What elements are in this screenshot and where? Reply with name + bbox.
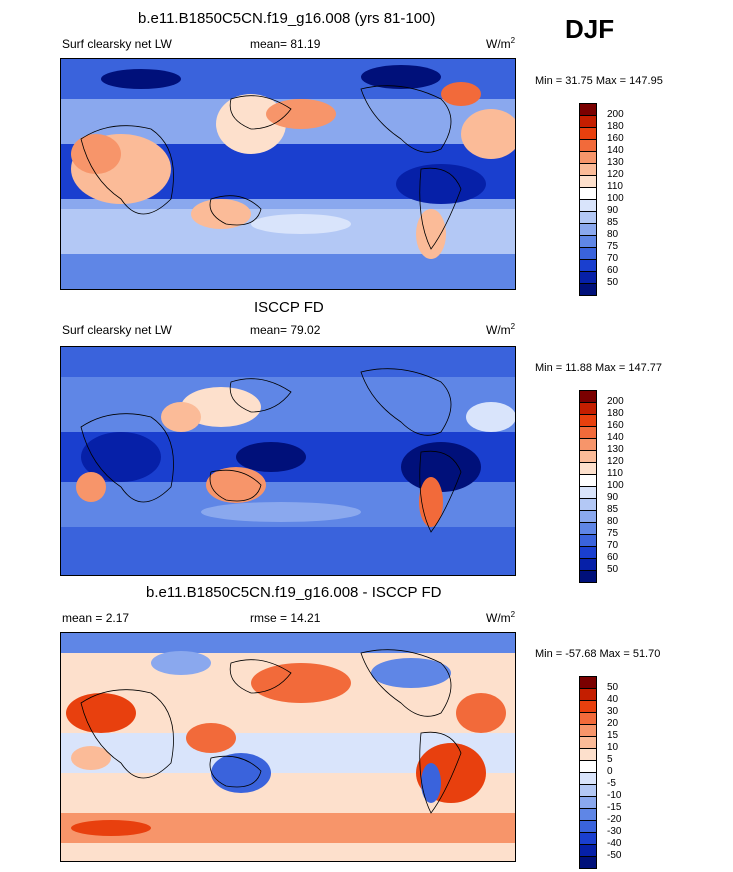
colorbar-tick-label: 85 xyxy=(607,217,619,228)
panel1-units: W/m2 xyxy=(486,36,516,51)
colorbar-tick-label: 50 xyxy=(607,682,619,693)
colorbar-tick-label: 75 xyxy=(607,528,619,539)
colorbar-tick-label: -30 xyxy=(607,826,622,837)
colorbar-tick-label: 15 xyxy=(607,730,619,741)
colorbar-tick-label: 10 xyxy=(607,742,619,753)
panel2-units: W/m2 xyxy=(486,322,516,337)
colorbar-tick-label: 20 xyxy=(607,718,619,729)
colorbar-cell xyxy=(579,856,597,869)
panel3-minmax: Min = -57.68 Max = 51.70 xyxy=(535,648,661,660)
colorbar-tick-label: 130 xyxy=(607,444,624,455)
colorbar-tick-label: 30 xyxy=(607,706,619,717)
colorbar-tick-label: 60 xyxy=(607,552,619,563)
colorbar-tick-label: 140 xyxy=(607,432,624,443)
colorbar-tick-label: 80 xyxy=(607,516,619,527)
panel2-minmax: Min = 11.88 Max = 147.77 xyxy=(535,362,662,374)
panel1-title: b.e11.B1850C5CN.f19_g16.008 (yrs 81-100) xyxy=(138,10,436,27)
colorbar-tick-label: 110 xyxy=(607,468,623,479)
colorbar-tick-label: 130 xyxy=(607,157,624,168)
panel1-mean-label: mean= 81.19 xyxy=(250,37,321,51)
panel1-variable-label: Surf clearsky net LW xyxy=(62,37,172,51)
panel3-title: b.e11.B1850C5CN.f19_g16.008 - ISCCP FD xyxy=(146,584,442,601)
colorbar-tick-label: 90 xyxy=(607,492,619,503)
panel1-minmax: Min = 31.75 Max = 147.95 xyxy=(535,75,663,87)
colorbar-tick-label: 160 xyxy=(607,133,624,144)
colorbar-tick-label: 120 xyxy=(607,456,624,467)
colorbar-tick-label: -5 xyxy=(607,778,616,789)
panel3-map xyxy=(60,632,516,862)
colorbar-tick-label: 100 xyxy=(607,480,624,491)
colorbar-tick-label: -15 xyxy=(607,802,622,813)
panel2-mean-label: mean= 79.02 xyxy=(250,323,321,337)
colorbar-tick-label: 80 xyxy=(607,229,619,240)
colorbar-tick-label: 0 xyxy=(607,766,613,777)
panel3-units: W/m2 xyxy=(486,610,516,625)
colorbar-tick-label: 60 xyxy=(607,265,619,276)
colorbar-tick-label: 110 xyxy=(607,181,623,192)
colorbar-tick-label: 70 xyxy=(607,253,619,264)
colorbar-tick-label: 70 xyxy=(607,540,619,551)
colorbar-tick-label: 100 xyxy=(607,193,624,204)
colorbar-tick-label: 40 xyxy=(607,694,619,705)
panel3-mean-label: mean = 2.17 xyxy=(62,611,130,625)
panel2-title: ISCCP FD xyxy=(254,299,324,316)
colorbar-tick-label: 120 xyxy=(607,169,624,180)
colorbar-tick-label: 200 xyxy=(607,396,624,407)
panel2-variable-label: Surf clearsky net LW xyxy=(62,323,172,337)
panel3-rmse-label: rmse = 14.21 xyxy=(250,611,321,625)
panel2-map xyxy=(60,346,516,576)
colorbar-tick-label: 5 xyxy=(607,754,613,765)
colorbar-tick-label: 85 xyxy=(607,504,619,515)
colorbar-tick-label: 50 xyxy=(607,277,619,288)
colorbar-tick-label: 140 xyxy=(607,145,624,156)
colorbar-cell xyxy=(579,570,597,583)
colorbar-tick-label: 160 xyxy=(607,420,624,431)
colorbar-tick-label: -50 xyxy=(607,850,622,861)
colorbar-tick-label: -10 xyxy=(607,790,622,801)
panel1-map xyxy=(60,58,516,290)
colorbar-tick-label: 180 xyxy=(607,121,624,132)
colorbar-cell xyxy=(579,283,597,296)
colorbar-tick-label: 75 xyxy=(607,241,619,252)
colorbar-tick-label: -20 xyxy=(607,814,622,825)
colorbar-tick-label: 50 xyxy=(607,564,619,575)
colorbar-tick-label: -40 xyxy=(607,838,622,849)
colorbar-tick-label: 90 xyxy=(607,205,619,216)
season-label: DJF xyxy=(565,14,615,44)
colorbar-tick-label: 180 xyxy=(607,408,624,419)
colorbar-tick-label: 200 xyxy=(607,109,624,120)
